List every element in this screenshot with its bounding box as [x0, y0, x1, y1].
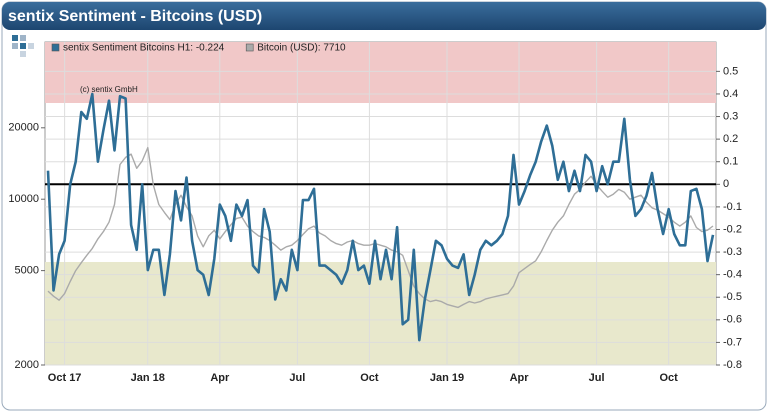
x-tick-label: Apr: [210, 372, 230, 384]
x-tick-label: Jul: [289, 372, 305, 384]
chart-title: sentix Sentiment - Bitcoins (USD): [8, 8, 262, 25]
y2-tick-label: -0.2: [723, 223, 742, 235]
legend-swatch: [51, 43, 60, 52]
y2-tick-label: 0.4: [723, 88, 738, 100]
title-bar: [2, 2, 766, 30]
x-tick-label: Oct 17: [48, 372, 82, 384]
annotation: (c) sentix GmbH: [80, 85, 138, 94]
y2-tick-label: 0.3: [723, 110, 738, 122]
series-line: [47, 146, 714, 309]
y2-tick-label: 0.2: [723, 133, 738, 145]
logo: [12, 35, 34, 57]
y2-tick-label: -0.7: [723, 336, 742, 348]
legend-label: Bitcoin (USD): 7710: [257, 43, 346, 54]
y2-tick-label: -0.8: [723, 359, 742, 371]
legend-swatch: [245, 43, 254, 52]
x-tick-label: Apr: [510, 372, 530, 384]
y-tick-label: 5000: [15, 265, 39, 277]
y-tick-label: 20000: [8, 122, 39, 134]
y2-tick-label: -0.5: [723, 291, 742, 303]
x-tick-label: Oct: [659, 372, 678, 384]
legend-label: sentix Sentiment Bitcoins H1: -0.224: [63, 43, 225, 54]
x-tick-label: Jan 18: [131, 372, 165, 384]
y2-tick-label: -0.1: [723, 201, 742, 213]
y2-tick-label: -0.3: [723, 246, 742, 258]
x-tick-label: Oct: [360, 372, 379, 384]
upper-band: [45, 42, 716, 103]
x-tick-label: Jul: [589, 372, 605, 384]
y2-tick-label: 0: [723, 178, 729, 190]
y-tick-label: 2000: [15, 359, 39, 371]
y2-tick-label: -0.4: [723, 269, 742, 281]
series-line: [46, 92, 715, 342]
y2-tick-label: -0.6: [723, 314, 742, 326]
y2-tick-label: 0.5: [723, 65, 738, 77]
x-tick-label: Jan 19: [430, 372, 464, 384]
y-tick-label: 10000: [8, 193, 39, 205]
y2-tick-label: 0.1: [723, 156, 738, 168]
